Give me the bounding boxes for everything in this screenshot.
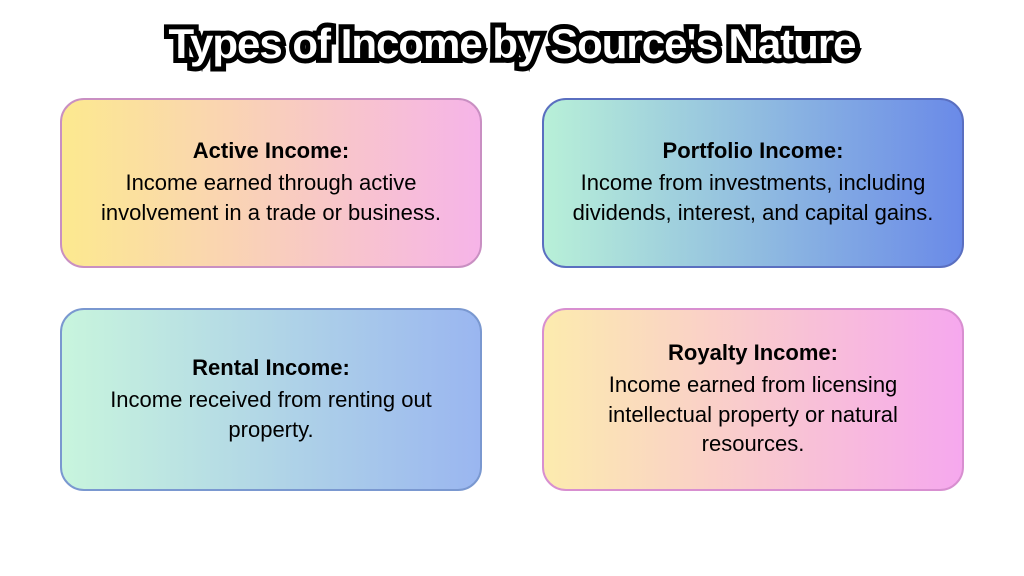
card-royalty-income: Royalty Income: Income earned from licen… [542, 308, 964, 491]
card-portfolio-income: Portfolio Income: Income from investment… [542, 98, 964, 268]
cards-grid: Active Income: Income earned through act… [40, 98, 984, 491]
card-description: Income earned through active involvement… [90, 168, 452, 227]
card-title: Royalty Income: [572, 340, 934, 366]
card-description: Income received from renting out propert… [90, 385, 452, 444]
card-description: Income from investments, including divid… [572, 168, 934, 227]
page-title: Types of Income by Source's Nature [168, 20, 855, 68]
card-title: Rental Income: [90, 355, 452, 381]
card-title: Active Income: [90, 138, 452, 164]
card-rental-income: Rental Income: Income received from rent… [60, 308, 482, 491]
card-description: Income earned from licensing intellectua… [572, 370, 934, 459]
card-title: Portfolio Income: [572, 138, 934, 164]
card-active-income: Active Income: Income earned through act… [60, 98, 482, 268]
